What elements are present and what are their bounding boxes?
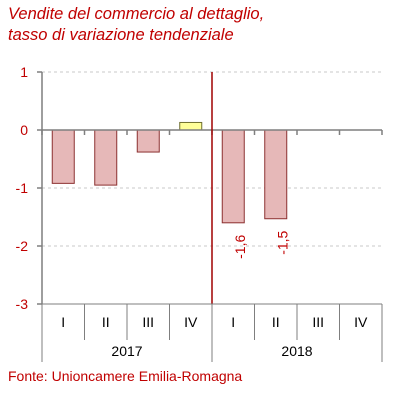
y-tick-label: -2 [16, 238, 29, 254]
chart-title-line-2: tasso di variazione tendenziale [8, 26, 234, 44]
x-tick-label: I [61, 314, 65, 330]
chart-title-line-1: Vendite del commercio al dettaglio, [8, 5, 265, 23]
axes [37, 71, 383, 362]
y-tick-label: 0 [20, 122, 28, 138]
x-tick-label: III [142, 314, 154, 330]
bar-2 [94, 129, 118, 186]
y-tick-label: -1 [16, 180, 29, 196]
y-tick-labels: 1 0 -1 -2 -3 [16, 64, 29, 312]
x-tick-label: I [231, 314, 235, 330]
y-tick-label: 1 [20, 64, 28, 80]
data-label: -1,6 [232, 235, 248, 259]
year-label: 2017 [111, 343, 142, 359]
bar-5 [221, 129, 245, 224]
x-tick-label: III [312, 314, 324, 330]
bar-3 [136, 129, 160, 153]
source-note: Fonte: Unioncamere Emilia-Romagna [8, 368, 243, 384]
bar-1 [51, 129, 75, 184]
bar-4 [179, 121, 203, 131]
data-label: -1,5 [275, 230, 291, 254]
x-tick-label: IV [354, 314, 368, 330]
x-tick-label: IV [184, 314, 198, 330]
bars [51, 121, 288, 224]
x-tick-label: II [272, 314, 280, 330]
y-tick-label: -3 [16, 296, 29, 312]
year-label: 2018 [281, 343, 312, 359]
bar-6 [264, 129, 288, 220]
chart-title: Vendite del commercio al dettaglio, tass… [8, 4, 392, 46]
data-labels: -1,6 -1,5 [232, 230, 291, 258]
x-tick-label: II [102, 314, 110, 330]
